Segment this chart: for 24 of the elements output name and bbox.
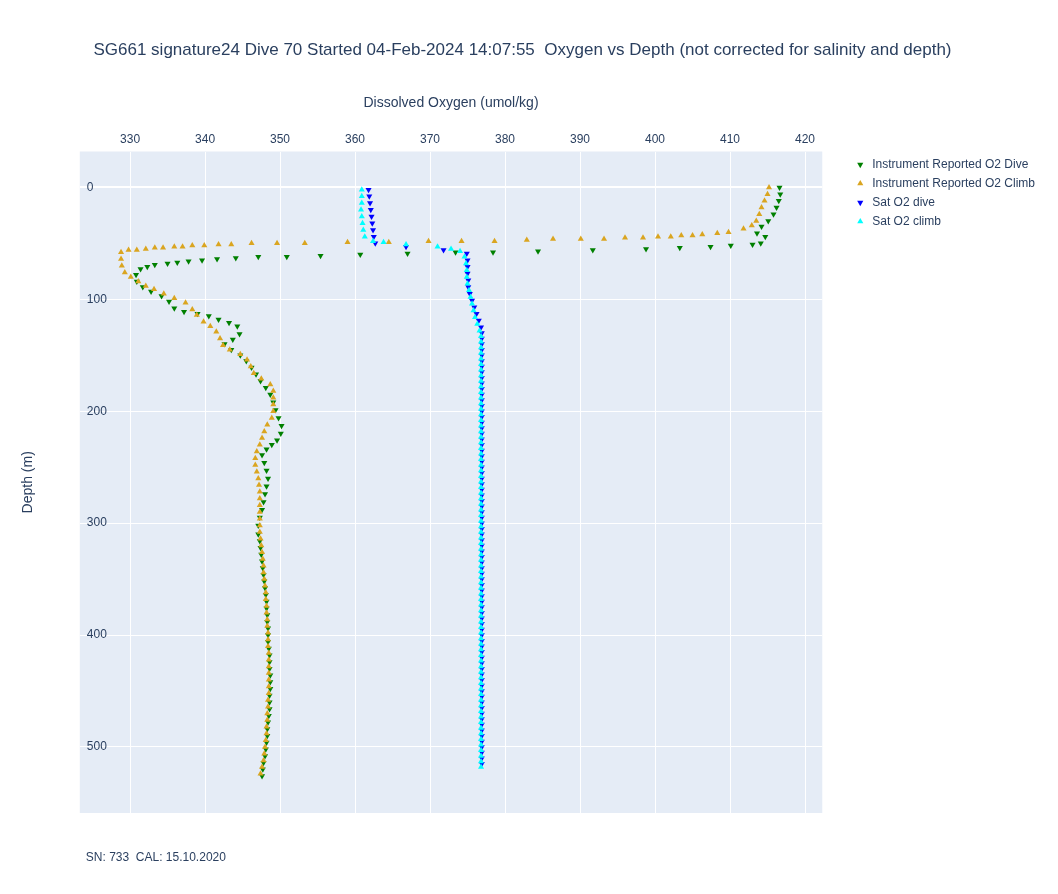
legend-label: Instrument Reported O2 Dive [872, 156, 1029, 171]
legend-label: Instrument Reported O2 Climb [872, 175, 1036, 190]
x-tick-label: 340 [195, 131, 216, 146]
chart-title: SG661 signature24 Dive 70 Started 04-Feb-2024 14:07:55 Oxygen vs Depth (not corrected for salinity and depth) [93, 39, 952, 59]
text: SN: 733 CAL: 15.10.2020 [85, 850, 227, 865]
y-tick-label: 400 [86, 627, 108, 642]
x-tick-label: 370 [420, 131, 441, 146]
y-tick-label: 100 [86, 291, 108, 306]
legend-label: Sat O2 dive [872, 194, 936, 209]
x-tick-label: 350 [270, 131, 291, 146]
x-tick-label: 330 [120, 131, 141, 146]
y-tick-label: 200 [86, 403, 108, 418]
y-tick-label: 500 [86, 739, 108, 754]
y-tick-label: 300 [86, 515, 108, 530]
y-tick-label: 0 [86, 179, 94, 194]
x-tick-label: 380 [495, 131, 516, 146]
x-axis-title: Dissolved Oxygen (umol/kg) [363, 93, 539, 110]
x-tick-label: 360 [345, 131, 366, 146]
x-tick-label: 400 [645, 131, 666, 146]
x-tick-label: 410 [720, 131, 741, 146]
x-tick-label: 390 [570, 131, 591, 146]
x-tick-label: 420 [795, 131, 816, 146]
legend-label: Sat O2 climb [872, 213, 942, 228]
y-axis-title: Depth (m) [19, 451, 36, 514]
